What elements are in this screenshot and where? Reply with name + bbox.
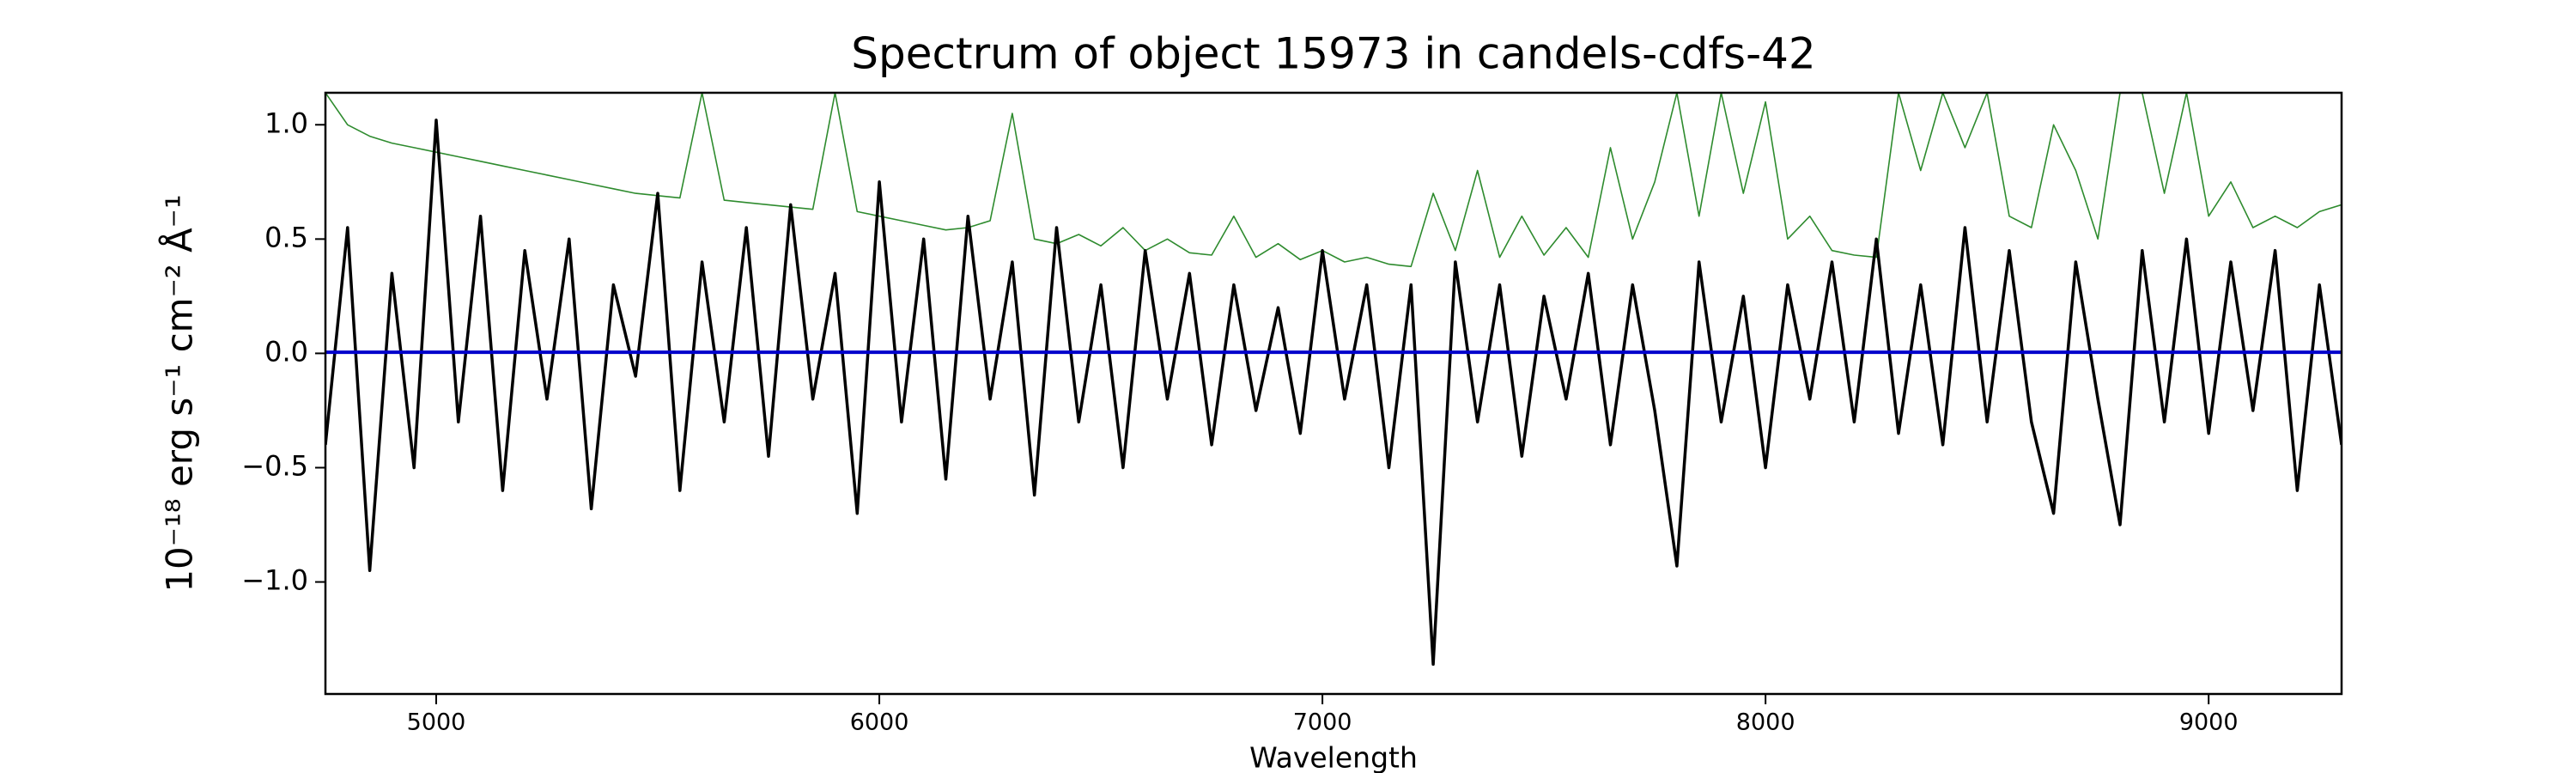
chart-title: Spectrum of object 15973 in candels-cdfs… [851, 29, 1816, 79]
plot-area [325, 93, 2342, 666]
y-axis-label: 10⁻¹⁸ erg s⁻¹ cm⁻² Å⁻¹ [158, 194, 201, 592]
y-tick-label: −0.5 [241, 450, 308, 483]
series-line [325, 119, 2342, 666]
y-tick-label: 0.0 [264, 335, 308, 368]
x-tick-label: 5000 [407, 709, 466, 736]
x-axis-label: Wavelength [1249, 741, 1418, 773]
x-tick-label: 6000 [850, 709, 909, 736]
x-tick-label: 7000 [1293, 709, 1352, 736]
y-tick-label: −1.0 [241, 564, 308, 597]
y-tick-label: 0.5 [264, 221, 308, 253]
x-tick-label: 8000 [1736, 709, 1795, 736]
series-line [325, 93, 2342, 268]
x-tick-label: 9000 [2179, 709, 2239, 736]
y-tick-label: 1.0 [264, 107, 308, 139]
plot-frame [324, 91, 2343, 696]
